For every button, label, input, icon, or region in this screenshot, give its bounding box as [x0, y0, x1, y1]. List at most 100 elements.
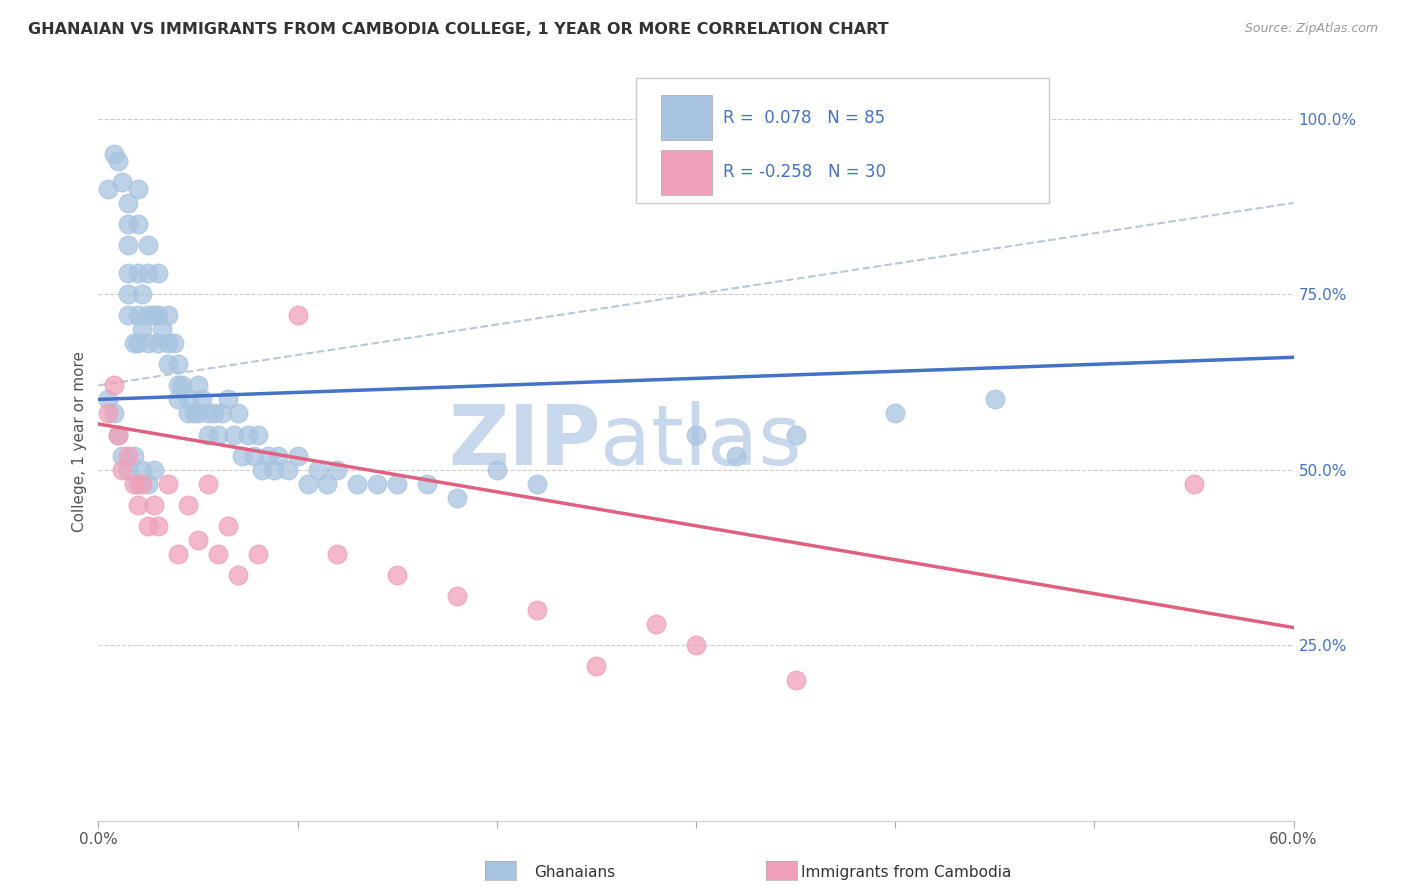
Point: [197, 427, 219, 442]
Point: [446, 491, 468, 505]
Point: [645, 617, 668, 632]
Point: [307, 462, 329, 476]
Point: [167, 357, 190, 371]
Point: [117, 238, 139, 252]
Point: [167, 392, 190, 407]
Text: R = -0.258   N = 30: R = -0.258 N = 30: [724, 163, 886, 181]
Point: [167, 547, 190, 561]
Point: [256, 449, 278, 463]
Point: [226, 568, 249, 582]
Point: [117, 308, 139, 322]
Point: [177, 498, 200, 512]
Point: [107, 427, 129, 442]
Point: [984, 392, 1007, 407]
Point: [207, 547, 229, 561]
Point: [131, 476, 153, 491]
Point: [724, 449, 747, 463]
Point: [107, 427, 129, 442]
Point: [187, 533, 209, 547]
Point: [143, 462, 166, 476]
Point: [148, 518, 170, 533]
Point: [236, 427, 259, 442]
Point: [117, 266, 139, 280]
Point: [287, 449, 309, 463]
Point: [136, 336, 159, 351]
Point: [136, 476, 159, 491]
Point: [246, 427, 269, 442]
Y-axis label: College, 1 year or more: College, 1 year or more: [72, 351, 87, 532]
Point: [884, 407, 907, 421]
Point: [157, 357, 180, 371]
Point: [526, 603, 548, 617]
Point: [124, 336, 146, 351]
Point: [217, 392, 239, 407]
FancyBboxPatch shape: [637, 78, 1049, 202]
Point: [685, 427, 707, 442]
FancyBboxPatch shape: [661, 150, 711, 194]
Text: Source: ZipAtlas.com: Source: ZipAtlas.com: [1244, 22, 1378, 36]
Point: [127, 182, 149, 196]
Point: [187, 407, 209, 421]
Point: [207, 427, 229, 442]
Point: [416, 476, 439, 491]
Point: [231, 449, 253, 463]
Point: [131, 287, 153, 301]
Point: [277, 462, 299, 476]
Point: [107, 153, 129, 168]
Text: Ghanaians: Ghanaians: [534, 865, 616, 880]
Point: [1182, 476, 1205, 491]
Point: [163, 336, 186, 351]
Point: [187, 378, 209, 392]
Point: [246, 547, 269, 561]
Point: [243, 449, 266, 463]
Point: [127, 217, 149, 231]
Point: [97, 407, 120, 421]
Point: [197, 476, 219, 491]
Text: ZIP: ZIP: [449, 401, 600, 482]
Point: [366, 476, 388, 491]
Point: [385, 568, 409, 582]
Point: [148, 336, 170, 351]
Point: [485, 462, 508, 476]
Point: [157, 476, 180, 491]
Point: [167, 378, 190, 392]
Point: [157, 336, 180, 351]
Point: [326, 462, 349, 476]
Point: [111, 449, 134, 463]
Point: [117, 217, 139, 231]
Point: [326, 547, 349, 561]
Point: [202, 407, 225, 421]
Point: [526, 476, 548, 491]
Point: [136, 518, 159, 533]
Point: [222, 427, 245, 442]
Text: Immigrants from Cambodia: Immigrants from Cambodia: [801, 865, 1012, 880]
Point: [267, 449, 290, 463]
Point: [263, 462, 285, 476]
Point: [150, 322, 173, 336]
Point: [226, 407, 249, 421]
Point: [127, 266, 149, 280]
Point: [103, 407, 125, 421]
Point: [148, 308, 170, 322]
Point: [117, 462, 139, 476]
Point: [143, 498, 166, 512]
FancyBboxPatch shape: [661, 95, 711, 140]
Point: [148, 266, 170, 280]
Point: [785, 673, 807, 688]
Point: [136, 266, 159, 280]
Point: [103, 378, 125, 392]
Point: [131, 322, 153, 336]
Point: [97, 392, 120, 407]
Point: [197, 407, 219, 421]
Point: [183, 407, 205, 421]
Point: [111, 175, 134, 189]
Point: [117, 449, 139, 463]
Point: [191, 392, 214, 407]
Point: [172, 378, 194, 392]
Point: [685, 638, 707, 652]
Point: [177, 392, 200, 407]
Point: [111, 462, 134, 476]
Point: [124, 449, 146, 463]
Point: [136, 308, 159, 322]
Point: [346, 476, 368, 491]
